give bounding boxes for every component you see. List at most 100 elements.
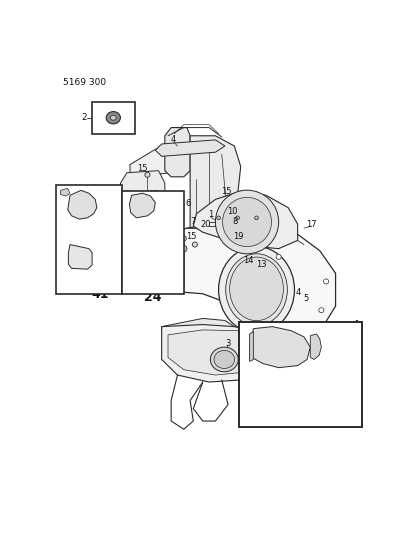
Text: 7: 7	[190, 217, 195, 227]
Circle shape	[142, 255, 149, 261]
Polygon shape	[68, 190, 97, 219]
Polygon shape	[168, 330, 272, 375]
Circle shape	[165, 247, 171, 254]
Text: 11: 11	[253, 356, 262, 365]
Text: 1: 1	[58, 187, 63, 196]
Polygon shape	[310, 334, 322, 359]
Text: 1: 1	[354, 320, 359, 329]
Text: 14: 14	[244, 256, 254, 265]
Ellipse shape	[91, 220, 109, 249]
Text: 3: 3	[225, 338, 231, 348]
Text: 9: 9	[104, 187, 109, 196]
Text: 22: 22	[243, 326, 253, 334]
Circle shape	[217, 216, 220, 220]
Text: 21: 21	[244, 355, 253, 364]
Polygon shape	[121, 171, 165, 236]
Circle shape	[236, 216, 239, 220]
Circle shape	[319, 308, 324, 313]
Text: 17: 17	[163, 234, 173, 243]
Circle shape	[181, 236, 186, 241]
Circle shape	[249, 344, 254, 349]
Text: 15: 15	[137, 164, 148, 173]
Text: 20: 20	[200, 220, 211, 229]
Circle shape	[181, 246, 187, 252]
Text: 1: 1	[125, 190, 130, 199]
Ellipse shape	[230, 257, 284, 321]
Ellipse shape	[111, 115, 116, 120]
Circle shape	[144, 258, 151, 264]
Circle shape	[315, 347, 320, 351]
Text: 17: 17	[306, 220, 317, 229]
Ellipse shape	[219, 247, 295, 333]
Text: 24: 24	[144, 290, 162, 303]
Text: 15: 15	[87, 211, 97, 220]
Circle shape	[145, 172, 150, 177]
Text: 15: 15	[149, 190, 159, 199]
Text: 18: 18	[100, 252, 111, 261]
Circle shape	[135, 254, 141, 260]
Text: 17: 17	[55, 269, 65, 278]
Text: 5: 5	[304, 294, 309, 303]
Circle shape	[276, 254, 281, 260]
Text: 1: 1	[208, 211, 213, 220]
Text: 8: 8	[268, 358, 273, 367]
Text: 17: 17	[117, 215, 127, 224]
Text: 15: 15	[115, 252, 126, 261]
Text: 2: 2	[81, 113, 87, 122]
Circle shape	[192, 242, 197, 247]
Bar	[239, 322, 362, 427]
Polygon shape	[69, 245, 92, 269]
Text: 6: 6	[186, 199, 191, 208]
Ellipse shape	[214, 350, 235, 368]
Circle shape	[141, 246, 147, 253]
Text: 13: 13	[256, 260, 266, 269]
Bar	[209, 222, 215, 225]
Text: 4: 4	[171, 135, 176, 144]
Polygon shape	[155, 140, 225, 156]
Text: 8: 8	[232, 217, 238, 227]
Text: 15: 15	[136, 231, 146, 240]
Text: 4: 4	[296, 288, 301, 297]
Circle shape	[149, 253, 155, 259]
Polygon shape	[193, 191, 297, 248]
Polygon shape	[130, 140, 215, 175]
Polygon shape	[82, 185, 130, 269]
Text: 15: 15	[221, 187, 232, 196]
Polygon shape	[250, 327, 310, 368]
Ellipse shape	[211, 347, 238, 372]
Polygon shape	[190, 136, 241, 240]
Text: 12: 12	[128, 244, 138, 253]
Polygon shape	[165, 127, 190, 177]
Circle shape	[166, 266, 171, 272]
Polygon shape	[250, 332, 253, 361]
Text: 10: 10	[228, 207, 238, 216]
Ellipse shape	[222, 197, 272, 247]
Bar	[122, 191, 184, 294]
Polygon shape	[129, 193, 155, 218]
Polygon shape	[124, 236, 187, 266]
Circle shape	[175, 279, 180, 284]
Text: 3: 3	[156, 207, 161, 216]
Text: 12: 12	[129, 248, 139, 257]
Polygon shape	[60, 188, 70, 196]
Circle shape	[315, 339, 320, 343]
Polygon shape	[162, 318, 234, 341]
Text: 17: 17	[127, 256, 136, 265]
Polygon shape	[162, 325, 288, 382]
Ellipse shape	[226, 254, 287, 326]
Text: 10: 10	[350, 349, 359, 358]
Text: 10: 10	[283, 359, 292, 368]
Circle shape	[75, 270, 83, 277]
Circle shape	[249, 352, 254, 357]
Text: 18: 18	[144, 249, 154, 258]
Circle shape	[324, 279, 328, 284]
Text: 41: 41	[91, 288, 109, 301]
Text: 5169 300: 5169 300	[62, 78, 106, 87]
Circle shape	[255, 216, 258, 220]
Polygon shape	[155, 222, 335, 339]
Circle shape	[327, 349, 330, 352]
Text: 19: 19	[233, 232, 244, 241]
Circle shape	[249, 336, 254, 341]
Ellipse shape	[106, 111, 120, 124]
Circle shape	[162, 257, 168, 263]
